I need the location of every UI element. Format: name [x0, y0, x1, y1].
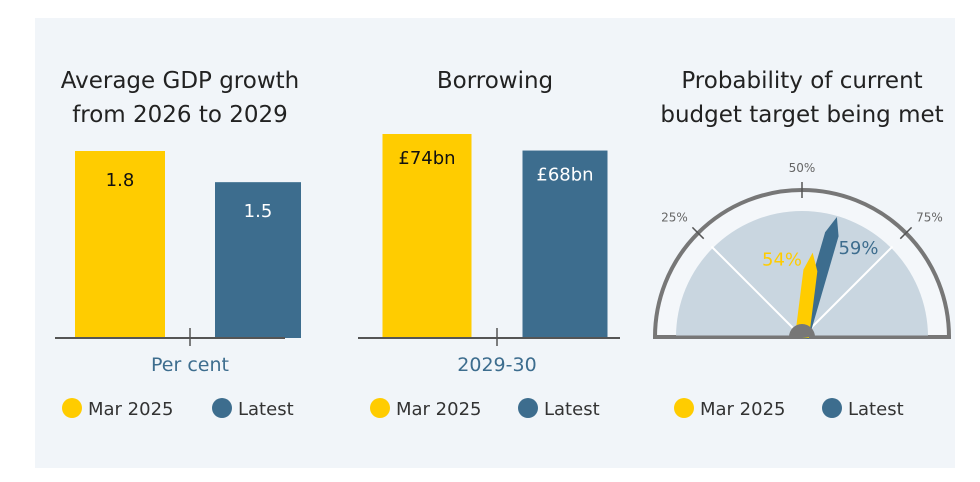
gauge-fill	[676, 211, 928, 337]
bar-label: 1.5	[244, 201, 273, 222]
bar-label: 1.8	[106, 170, 135, 191]
legend-label: Mar 2025	[700, 399, 786, 420]
gauge-tick-label: 75%	[916, 210, 943, 224]
legend-swatch	[212, 398, 232, 418]
legend-label: Mar 2025	[396, 399, 482, 420]
legend-label: Latest	[544, 399, 600, 420]
chart-title: Borrowing	[437, 68, 553, 94]
gauge-divider	[710, 245, 803, 338]
needle-label: 54%	[762, 250, 802, 271]
legend-swatch	[370, 398, 390, 418]
needle-label: 59%	[838, 238, 878, 259]
gauge-hub	[789, 324, 815, 337]
legend-swatch	[674, 398, 694, 418]
gauge-needle	[795, 252, 818, 338]
gauge-tick-label: 25%	[661, 210, 688, 224]
x-axis-label: Per cent	[151, 354, 229, 376]
bar-label: £68bn	[536, 165, 593, 186]
bar-label: £74bn	[398, 148, 455, 169]
bar	[382, 134, 472, 338]
gauge-tick	[899, 226, 913, 240]
gauge-tick-label: 50%	[789, 161, 816, 175]
chart-title: Probability of current	[681, 68, 922, 94]
chart-title: Average GDP growth	[61, 68, 300, 94]
x-axis-label: 2029-30	[457, 354, 536, 376]
chart-title: from 2026 to 2029	[72, 102, 288, 128]
bar	[75, 151, 165, 338]
legend-swatch	[62, 398, 82, 418]
legend-label: Latest	[848, 399, 904, 420]
legend-label: Latest	[238, 399, 294, 420]
legend-swatch	[518, 398, 538, 418]
gauge-divider	[801, 245, 894, 338]
bar	[215, 182, 301, 338]
gauge-tick	[691, 226, 705, 240]
chart-title: budget target being met	[660, 102, 943, 128]
legend-swatch	[822, 398, 842, 418]
legend-label: Mar 2025	[88, 399, 174, 420]
bar	[522, 150, 608, 338]
